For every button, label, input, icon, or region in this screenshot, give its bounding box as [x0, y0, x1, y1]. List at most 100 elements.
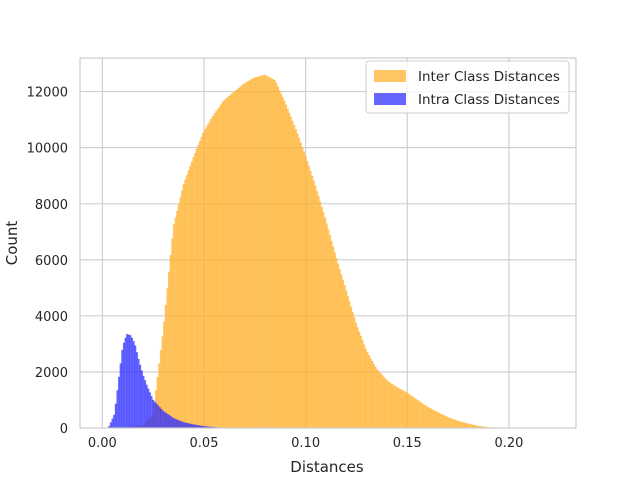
histogram-bar	[116, 390, 119, 429]
histogram-bar	[364, 348, 367, 429]
histogram-bar	[215, 111, 218, 429]
histogram-bar	[164, 304, 167, 429]
histogram-bar	[114, 403, 117, 429]
histogram-bar	[312, 180, 315, 429]
histogram-bar	[182, 183, 185, 429]
legend-swatch-inter	[374, 70, 406, 82]
histogram-bar	[317, 196, 320, 429]
x-axis-label: Distances	[290, 458, 364, 476]
histogram-bar	[385, 380, 388, 429]
histogram-bar	[299, 142, 302, 429]
y-tick-label: 8000	[35, 198, 68, 213]
histogram-bar	[174, 217, 177, 429]
histogram-bar	[127, 334, 130, 429]
histogram-bar	[176, 419, 179, 429]
histogram-bar	[109, 422, 112, 429]
histogram-bar	[377, 371, 380, 429]
histogram-bar	[267, 76, 270, 429]
histogram-bar	[293, 124, 296, 429]
histogram-bar	[421, 403, 424, 429]
x-tick-label: 0.00	[88, 436, 117, 451]
histogram-bar	[434, 411, 437, 429]
histogram-bar	[137, 358, 140, 429]
histogram-bar	[296, 133, 299, 429]
histogram-bar	[231, 93, 234, 429]
histogram-bar	[356, 327, 359, 429]
histogram-bar	[342, 279, 345, 429]
histogram-bar	[198, 140, 201, 429]
histogram-bar	[181, 421, 184, 429]
histogram-bar	[280, 93, 283, 429]
histogram-bar	[460, 421, 463, 429]
histogram-bar	[294, 128, 297, 429]
histogram-bar	[157, 405, 160, 429]
histogram-bar	[281, 97, 284, 429]
histogram-bar	[239, 86, 242, 429]
histogram-bar	[183, 422, 186, 429]
histogram-bar	[144, 380, 147, 429]
histogram-bar	[218, 106, 221, 429]
histogram-bar	[366, 352, 369, 429]
histogram-bar	[153, 401, 156, 429]
histogram-bar	[467, 423, 470, 429]
histogram-bar	[246, 81, 249, 429]
y-axis-label: Count	[3, 221, 21, 266]
histogram-bar	[262, 75, 265, 429]
histogram-bar	[250, 78, 253, 429]
histogram-bar	[192, 157, 195, 429]
histogram-bar	[307, 165, 310, 429]
histogram-bar	[260, 75, 263, 429]
histogram-bar	[150, 396, 153, 429]
histogram-bar	[320, 206, 323, 429]
histogram-bar	[376, 369, 379, 429]
histogram-bar	[168, 271, 171, 429]
histogram-bar	[221, 102, 224, 429]
histogram-bar	[139, 364, 142, 429]
histogram-bar	[426, 406, 429, 429]
histogram-bar	[228, 95, 231, 429]
histogram-bar	[285, 104, 288, 429]
histogram-bar	[304, 155, 307, 429]
histogram-bar	[402, 390, 405, 429]
histogram-bar	[272, 79, 275, 429]
histogram-bar	[306, 160, 309, 429]
histogram-bar	[359, 335, 362, 429]
histogram-bar	[189, 423, 192, 429]
histogram-bar	[205, 126, 208, 429]
histogram-bar	[449, 418, 452, 429]
histogram-bar	[442, 415, 445, 429]
histogram-bars	[108, 74, 499, 429]
histogram-bar	[226, 97, 229, 429]
histogram-bar	[389, 382, 392, 429]
histogram-bar	[368, 355, 371, 429]
histogram-bar	[454, 419, 457, 429]
histogram-bar	[446, 416, 449, 429]
histogram-bar	[322, 212, 325, 429]
histogram-bar	[353, 317, 356, 429]
legend-label-intra: Intra Class Distances	[418, 92, 560, 108]
histogram-bar	[202, 132, 205, 429]
histogram-bar	[121, 349, 124, 429]
histogram-bar	[229, 94, 232, 429]
histogram-bar	[309, 170, 312, 429]
histogram-bar	[216, 108, 219, 429]
histogram-bar	[176, 210, 179, 429]
series-inter-class	[122, 74, 499, 429]
histogram-bar	[415, 398, 418, 429]
histogram-bar	[270, 78, 273, 429]
histogram-bar	[171, 417, 174, 429]
histogram-bar	[263, 74, 266, 429]
histogram-bar	[390, 383, 393, 429]
histogram-bar	[244, 82, 247, 429]
histogram-bar	[433, 410, 436, 429]
histogram-bar	[416, 400, 419, 429]
histogram-bar	[181, 190, 184, 429]
histogram-bar	[395, 386, 398, 429]
histogram-bar	[186, 423, 189, 429]
histogram-bar	[241, 85, 244, 429]
histogram-bar	[158, 406, 161, 429]
histogram-bar	[358, 331, 361, 429]
histogram-bar	[327, 229, 330, 429]
histogram-bar	[129, 335, 132, 429]
histogram-bar	[455, 420, 458, 429]
